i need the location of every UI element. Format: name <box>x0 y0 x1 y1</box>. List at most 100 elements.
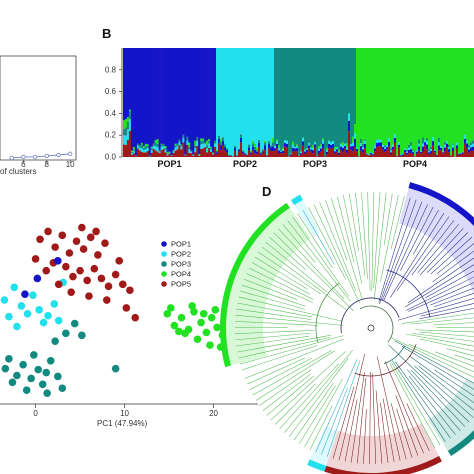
panel-c-point-pop5-2 <box>51 243 59 251</box>
panel-b-bar-2-30-pop4 <box>334 147 337 150</box>
panel-b-bar-0-17-pop3 <box>156 143 159 148</box>
panel-c-point-pop3-11 <box>62 329 70 338</box>
panel-b-bar-1-18-pop4 <box>252 140 255 144</box>
panel-b-bar-3-17-pop2 <box>390 150 393 153</box>
panel-c-point-pop5-4 <box>65 249 74 257</box>
panel-b-bar-2-26-pop4 <box>326 147 329 151</box>
panel-d-inner-branch <box>340 244 348 261</box>
panel-b-bar-3-36-pop1 <box>428 152 431 155</box>
panel-b-bar-0-7-dominant <box>136 48 140 144</box>
panel-b-bar-3-21-pop1 <box>398 144 401 148</box>
panel-d-inner-branch <box>339 297 354 312</box>
panel-d-inner-branch <box>390 284 399 298</box>
panel-a-point-5 <box>67 151 73 157</box>
panel-b-bar-2-15-pop5 <box>304 153 307 157</box>
panel-d-inner-branch <box>299 317 312 320</box>
panel-b-bar-3-5-pop2 <box>366 153 369 155</box>
panel-b-bar-2-3-pop5 <box>280 153 283 157</box>
panel-d-node-arc-5 <box>383 345 405 365</box>
panel-a-tick-label-0: 6 <box>21 160 26 169</box>
panel-b-bar-2-19-pop5 <box>312 153 315 157</box>
panel-d-leaf-branch <box>406 206 434 259</box>
panel-b-bar-3-26-pop5 <box>408 153 411 157</box>
panel-c-point-pop3-1 <box>13 371 21 380</box>
panel-b-bar-3-13-dominant <box>382 48 385 146</box>
panel-b-bar-2-14-pop1 <box>302 141 305 146</box>
panel-b-bar-0-10-pop2 <box>142 149 146 153</box>
panel-c-point-pop5-24 <box>31 255 40 263</box>
panel-b-bar-0-33-dominant <box>188 48 191 143</box>
panel-d-inner-branch <box>365 409 367 421</box>
panel-d-leaf-branch <box>255 356 326 401</box>
panel-b-bar-1-6-pop5 <box>228 155 231 157</box>
panel-b-bar-0-19-dominant <box>160 48 163 144</box>
panel-b-bar-3-45-pop5 <box>446 147 449 157</box>
panel-d-leaf-branch <box>418 209 439 246</box>
panel-b-bar-0-40-dominant <box>202 48 205 139</box>
panel-b-bar-3-13-pop2 <box>382 145 385 147</box>
panel-b-bar-3-30-dominant <box>416 48 419 150</box>
panel-b-bar-0-2-pop2 <box>126 129 130 140</box>
panel-d-inner-branch <box>326 335 344 341</box>
panel-b-tick-label-0: 0.0 <box>105 153 117 162</box>
panel-b-bar-0-17-pop5 <box>156 151 159 157</box>
panel-a-point-1 <box>21 154 26 160</box>
panel-c-point-pop5-17 <box>118 280 127 289</box>
panel-b-bar-0-43-pop3 <box>208 140 211 144</box>
panel-b-bar-0-39-pop2 <box>200 144 203 150</box>
panel-b-bar-2-32-pop4 <box>338 149 341 152</box>
panel-b-bar-3-6-pop1 <box>368 155 371 156</box>
panel-b-bar-3-33-pop3 <box>422 137 425 144</box>
panel-b-bar-0-35-dominant <box>192 48 195 155</box>
panel-c-point-pop2-3 <box>23 309 32 318</box>
panel-b-bar-1-1-pop3 <box>218 135 221 139</box>
panel-b-bar-1-15-pop5 <box>246 155 249 157</box>
panel-d-leaf-branch <box>302 210 328 252</box>
panel-b-bar-0-9-pop2 <box>140 148 144 152</box>
panel-b-bar-2-11-pop1 <box>296 148 299 152</box>
panel-b-bar-1-14-pop3 <box>244 152 247 154</box>
panel-b-bar-0-30-pop3 <box>182 134 185 138</box>
panel-d-leaf-branch <box>387 201 423 288</box>
panel-c-point-pop5-15 <box>104 282 113 291</box>
panel-b-bars <box>123 48 474 157</box>
panel-d-leaf-branch <box>431 375 474 411</box>
panel-b-bar-3-39-pop1 <box>434 150 437 153</box>
panel-d-inner-branch <box>326 251 335 265</box>
panel-b-bar-3-43-pop1 <box>442 152 445 154</box>
panel-b-bar-1-28-pop5 <box>272 151 275 157</box>
panel-b-bar-3-20-dominant <box>396 48 399 156</box>
panel-b-bar-0-18-pop5 <box>158 153 161 157</box>
panel-b-bar-3-50-pop5 <box>456 148 459 157</box>
panel-b-bar-0-12-dominant <box>146 48 150 145</box>
panel-b-bar-2-40-dominant <box>354 48 357 125</box>
panel-b-bar-0-24-dominant <box>170 48 173 156</box>
panel-d-leaf-branch <box>415 384 456 435</box>
panel-d-leaf-branch <box>319 201 353 283</box>
panel-b-bar-2-3-pop1 <box>280 151 283 154</box>
panel-b-bar-2-38-pop1 <box>350 146 353 150</box>
panel-b-pop-label-2: POP3 <box>303 159 327 169</box>
panel-b-bar-1-9-pop3 <box>234 145 237 149</box>
panel-b-bar-3-0-dominant <box>356 48 359 148</box>
panel-d-leaf-branch <box>237 302 304 316</box>
panel-b-bar-1-12-pop3 <box>240 134 243 138</box>
panel-d-leaf-branch <box>421 312 474 321</box>
panel-b-bar-3-55-pop1 <box>466 143 469 148</box>
panel-b-bar-0-11-pop4 <box>144 143 148 147</box>
panel-b-bar-1-11-dominant <box>238 48 241 149</box>
panel-d-leaf-branch <box>270 357 339 421</box>
panel-d-leaf-branch <box>238 338 322 359</box>
panel-b-tick-label-1: 0.2 <box>105 131 117 140</box>
panel-b-bar-0-32-pop5 <box>186 144 189 157</box>
panel-b-bar-3-8-dominant <box>372 48 375 153</box>
panel-c-legend-marker-2 <box>161 261 167 267</box>
panel-b-structure-plot: B 0.0 0.2 0.4 0.6 0.8 POP1 POP2 POP3 POP4 <box>102 26 474 169</box>
panel-d-inner-branch <box>298 295 313 303</box>
panel-b-bar-0-13-dominant <box>148 48 152 156</box>
panel-b-bar-1-27-pop3 <box>270 145 273 148</box>
panel-d-inner-branch <box>418 366 432 377</box>
panel-b-bar-1-26-pop1 <box>268 144 271 149</box>
panel-d-leaf-branch <box>464 353 474 357</box>
panel-b-bar-2-16-dominant <box>306 48 309 149</box>
